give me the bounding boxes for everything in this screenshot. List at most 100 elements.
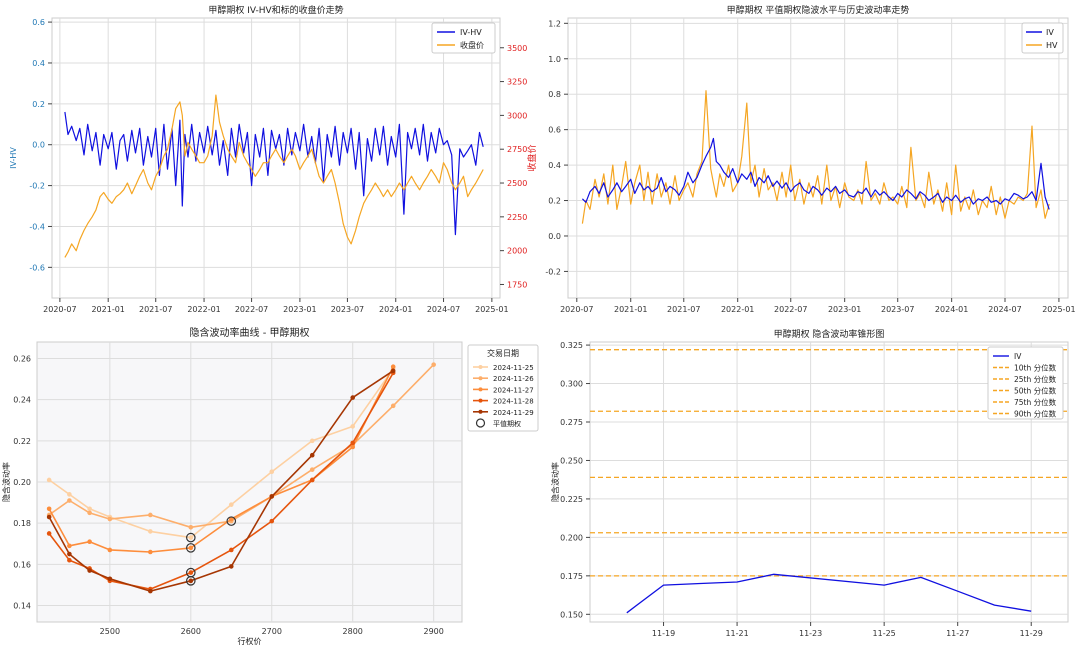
y-tick-label: 0.175	[560, 572, 583, 581]
x-tick-label: 2600	[181, 627, 201, 636]
y-tick-label: 0.14	[13, 602, 31, 611]
y-tick-label: 0.150	[560, 610, 583, 619]
data-point	[107, 516, 113, 522]
data-point	[431, 362, 436, 367]
x-tick-label: 2024-01	[935, 305, 968, 314]
x-tick-label: 2023-07	[331, 305, 364, 314]
data-point	[87, 510, 92, 516]
data-point	[148, 549, 153, 555]
chart-title: 甲醇期权 平值期权隐波水平与历史波动率走势	[727, 4, 910, 16]
y-tick-label: 1.0	[548, 55, 561, 64]
x-tick-label: 2024-07	[427, 305, 460, 314]
y-tick-label: 0.4	[32, 59, 45, 68]
data-point	[148, 529, 153, 534]
y-tick-label: -0.2	[29, 182, 45, 191]
series-line	[64, 111, 484, 236]
series-line	[626, 573, 1032, 614]
y-tick-label: 0.26	[13, 354, 31, 363]
x-tick-label: 2022-07	[774, 305, 807, 314]
y-tick-label: 0.18	[13, 519, 31, 528]
y-tick-label: 0.0	[548, 232, 561, 241]
y-tick-label: 0.24	[13, 396, 31, 405]
x-tick-label: 2022-07	[235, 305, 268, 314]
y-tick-label: 0.4	[548, 161, 561, 170]
legend-label: IV	[1014, 352, 1022, 361]
x-tick-label: 11-19	[652, 629, 675, 638]
atm-marker	[186, 532, 196, 543]
data-point	[269, 469, 275, 475]
chart-title: 甲醇期权 隐含波动率锥形图	[774, 328, 885, 340]
x-tick-label: 11-21	[725, 629, 748, 638]
y-tick-label: 0.16	[13, 560, 31, 569]
x-tick-label: 11-23	[799, 629, 822, 638]
legend-label: IV-HV	[460, 28, 482, 37]
data-point	[390, 368, 396, 374]
legend-label: 50th 分位数	[1014, 386, 1057, 396]
x-axis-label: 行权价	[238, 636, 262, 646]
data-point	[46, 514, 52, 520]
y-axis-label: 隐含波动率	[550, 462, 560, 502]
y2-tick-label: 2000	[507, 247, 527, 256]
data-point	[148, 512, 153, 518]
y-tick-label: 0.300	[560, 380, 583, 389]
data-point	[309, 477, 315, 483]
plot-area	[567, 17, 1069, 299]
y-tick-label: -0.6	[29, 263, 45, 272]
legend-swatch-dot	[478, 409, 483, 414]
series-line	[64, 94, 484, 258]
y-tick-label: 1.2	[548, 19, 561, 28]
y2-tick-label: 2500	[507, 179, 527, 188]
atm-marker	[186, 576, 196, 586]
data-point	[188, 524, 194, 530]
legend-swatch-dot	[478, 376, 483, 381]
legend: IV HV	[1021, 22, 1064, 54]
data-point	[350, 444, 356, 450]
data-point	[350, 395, 356, 400]
x-tick-label: 2024-01	[379, 305, 412, 314]
data-point	[350, 424, 356, 429]
data-point	[228, 564, 234, 569]
chart-title: 甲醇期权 IV-HV和标的收盘价走势	[208, 4, 343, 16]
x-tick-label: 2025-01	[1042, 305, 1075, 314]
legend-label: 2024-11-25	[493, 364, 534, 372]
legend-label: IV	[1046, 28, 1054, 37]
data-point	[269, 518, 275, 524]
x-tick-label: 11-25	[873, 629, 896, 638]
data-point	[228, 502, 234, 507]
legend-label: 10th 分位数	[1014, 363, 1057, 373]
legend: IV-HV 收盘价	[431, 22, 496, 54]
y-tick-label: -0.2	[545, 267, 561, 276]
atm-marker	[186, 543, 196, 553]
legend-label: 90th 分位数	[1014, 409, 1057, 419]
data-point	[87, 568, 92, 573]
data-point	[107, 576, 113, 582]
legend-swatch-dot	[478, 365, 483, 369]
data-point	[67, 551, 72, 557]
data-point	[67, 557, 72, 563]
data-point	[309, 438, 315, 444]
y-tick-label: 0.2	[548, 197, 561, 206]
plot-area	[51, 17, 501, 299]
y-tick-label: 0.20	[13, 478, 31, 487]
data-point	[87, 539, 92, 545]
data-point	[228, 516, 234, 522]
x-tick-label: 2023-01	[828, 305, 861, 314]
y2-tick-label: 2250	[507, 213, 527, 222]
legend-atm-marker	[475, 418, 486, 428]
y-tick-label: 0.200	[560, 533, 583, 542]
y2-tick-label: 3500	[507, 44, 527, 53]
legend-label: 2024-11-27	[493, 386, 534, 394]
x-tick-label: 2021-07	[667, 305, 700, 314]
x-tick-label: 2023-01	[283, 305, 316, 314]
y-tick-label: 0.0	[32, 141, 45, 150]
legend-swatch-dot	[478, 387, 483, 392]
x-tick-label: 2025-01	[475, 305, 508, 314]
data-point	[67, 543, 72, 549]
x-tick-label: 2800	[343, 627, 363, 636]
y-tick-label: 0.8	[548, 90, 561, 99]
y2-tick-label: 2750	[507, 145, 527, 154]
chart-panel-2: 2020-07 2021-01 2021-07 2022-01 2022-07 2023-…	[545, 4, 1075, 314]
y-tick-label: 0.2	[32, 100, 45, 109]
